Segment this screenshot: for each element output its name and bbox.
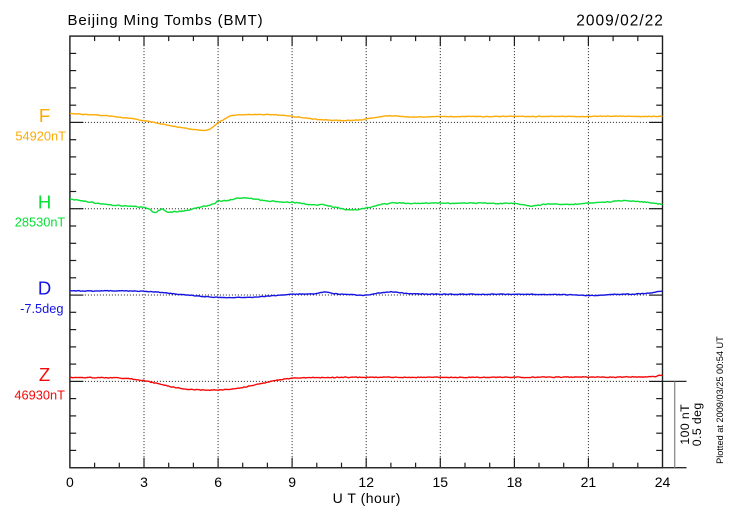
svg-text:46930nT: 46930nT bbox=[14, 387, 65, 402]
svg-text:H: H bbox=[38, 191, 51, 212]
svg-text:9: 9 bbox=[288, 474, 296, 490]
svg-text:3: 3 bbox=[140, 474, 148, 490]
svg-text:-7.5deg: -7.5deg bbox=[20, 301, 63, 316]
svg-text:28530nT: 28530nT bbox=[15, 215, 66, 230]
svg-text:100 nT: 100 nT bbox=[678, 404, 692, 445]
svg-text:6: 6 bbox=[214, 474, 222, 490]
svg-text:Plotted at 2009/03/25 00:54 UT: Plotted at 2009/03/25 00:54 UT bbox=[715, 336, 725, 464]
svg-text:U T (hour): U T (hour) bbox=[333, 490, 401, 506]
svg-text:54920nT: 54920nT bbox=[15, 128, 66, 143]
svg-text:0.5 deg: 0.5 deg bbox=[690, 402, 704, 446]
svg-text:18: 18 bbox=[507, 474, 523, 490]
svg-text:0: 0 bbox=[66, 474, 74, 490]
svg-text:21: 21 bbox=[581, 474, 597, 490]
svg-text:Beijing Ming Tombs (BMT): Beijing Ming Tombs (BMT) bbox=[68, 12, 264, 29]
svg-text:D: D bbox=[38, 278, 51, 299]
svg-text:F: F bbox=[39, 105, 50, 126]
svg-text:15: 15 bbox=[433, 474, 449, 490]
svg-text:24: 24 bbox=[655, 474, 671, 490]
svg-text:Z: Z bbox=[39, 364, 50, 385]
svg-text:12: 12 bbox=[358, 474, 374, 490]
svg-text:2009/02/22: 2009/02/22 bbox=[576, 13, 664, 30]
